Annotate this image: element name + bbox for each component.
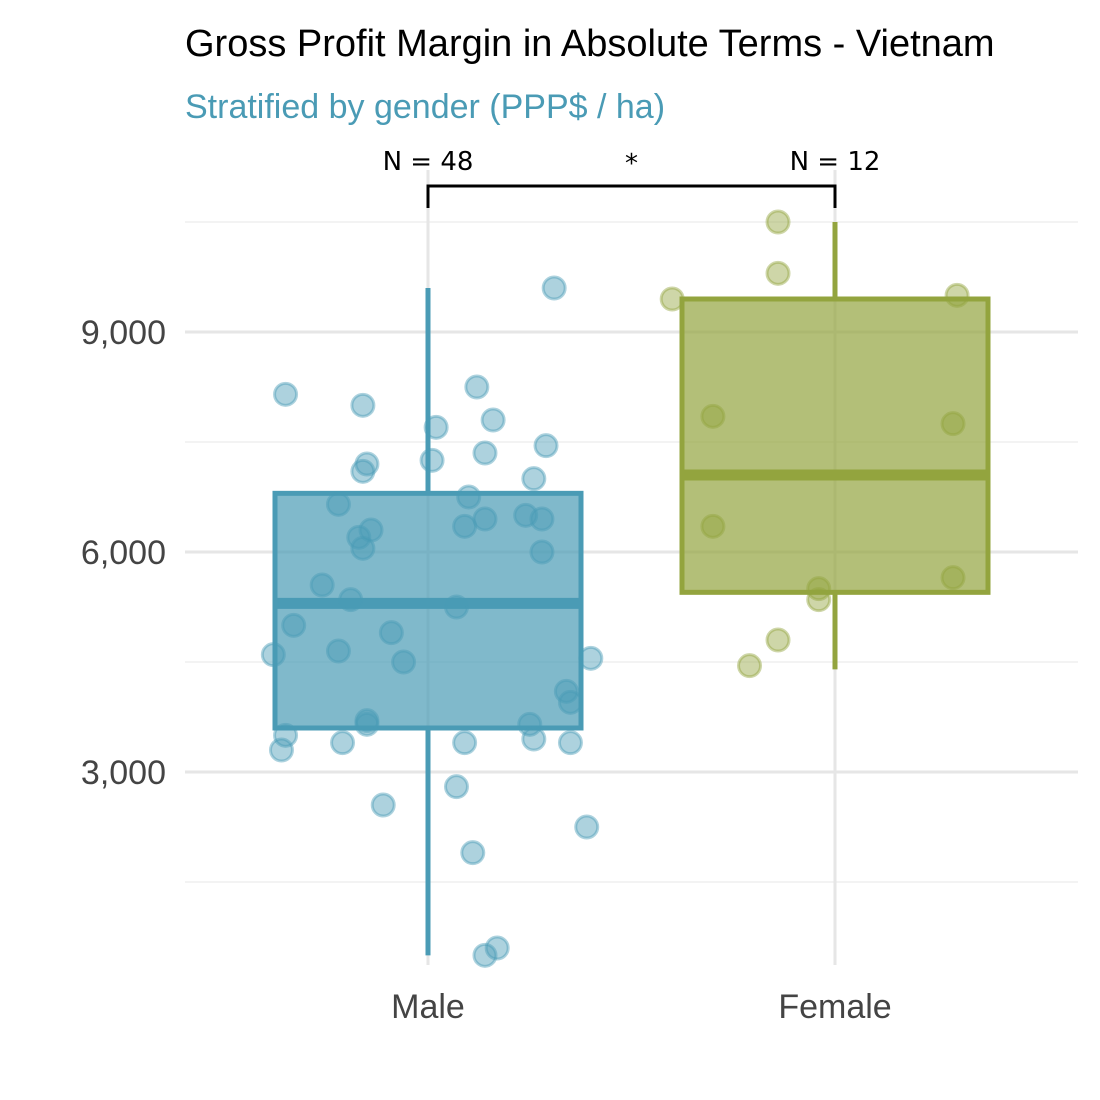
data-point: [472, 942, 498, 968]
data-point: [940, 565, 966, 591]
x-axis: Male Female: [391, 988, 892, 1026]
data-point: [517, 711, 543, 737]
data-point: [659, 286, 685, 312]
data-point: [521, 466, 547, 492]
data-point: [378, 620, 404, 646]
x-tick-label: Male: [391, 988, 465, 1026]
n-count-label: N = 48: [383, 147, 474, 177]
box-iqr: [272, 490, 584, 731]
data-point: [350, 458, 376, 484]
data-point: [574, 814, 600, 840]
data-point: [480, 407, 506, 433]
data-point: [350, 535, 376, 561]
data-point: [452, 730, 478, 756]
y-tick-label: 9,000: [81, 314, 166, 352]
y-tick-label: 3,000: [81, 754, 166, 792]
data-point: [557, 689, 583, 715]
bracket-line: [426, 184, 837, 208]
data-point: [350, 392, 376, 418]
data-point: [553, 678, 579, 704]
data-point: [325, 638, 351, 664]
data-point: [281, 612, 307, 638]
data-point: [513, 502, 539, 528]
jitter-points: [260, 209, 970, 968]
data-point: [700, 403, 726, 429]
x-tick-label: Female: [778, 988, 891, 1026]
data-point: [346, 524, 372, 550]
data-point: [940, 411, 966, 437]
y-axis: 3,000 6,000 9,000: [81, 314, 166, 792]
data-point: [268, 737, 294, 763]
data-point: [533, 433, 559, 459]
data-point: [354, 451, 380, 477]
chart-title: Gross Profit Margin in Absolute Terms - …: [185, 23, 995, 65]
chart-subtitle: Stratified by gender (PPP$ / ha): [185, 88, 665, 126]
data-point: [765, 627, 791, 653]
data-point: [354, 708, 380, 734]
data-point: [944, 282, 970, 308]
box-group: [272, 222, 991, 956]
data-point: [443, 594, 469, 620]
data-point: [484, 935, 510, 961]
data-point: [325, 491, 351, 517]
data-point: [391, 649, 417, 675]
data-point: [529, 539, 555, 565]
data-point: [806, 587, 832, 613]
data-point: [260, 642, 286, 668]
data-point: [578, 645, 604, 671]
data-point: [765, 260, 791, 286]
data-point: [464, 374, 490, 400]
data-point: [452, 513, 478, 539]
data-point: [330, 730, 356, 756]
data-point: [460, 840, 486, 866]
data-point: [443, 774, 469, 800]
data-point: [700, 513, 726, 539]
data-point: [472, 440, 498, 466]
data-point: [370, 792, 396, 818]
data-point: [472, 506, 498, 532]
data-point: [529, 506, 555, 532]
y-tick-label: 6,000: [81, 534, 166, 572]
data-point: [557, 730, 583, 756]
n-count-label: N = 12: [790, 147, 881, 177]
data-point: [358, 517, 384, 543]
data-point: [541, 275, 567, 301]
data-point: [737, 653, 763, 679]
significance-label: *: [625, 149, 638, 179]
data-point: [273, 722, 299, 748]
data-point: [456, 484, 482, 510]
box-iqr: [679, 296, 991, 595]
data-point: [806, 576, 832, 602]
data-point: [521, 726, 547, 752]
data-point: [423, 414, 449, 440]
data-point: [338, 587, 364, 613]
data-point: [419, 447, 445, 473]
data-point: [273, 381, 299, 407]
significance-bracket: * N = 48 N = 12: [383, 147, 881, 208]
data-point: [354, 711, 380, 737]
data-point: [309, 572, 335, 598]
data-point: [765, 209, 791, 235]
